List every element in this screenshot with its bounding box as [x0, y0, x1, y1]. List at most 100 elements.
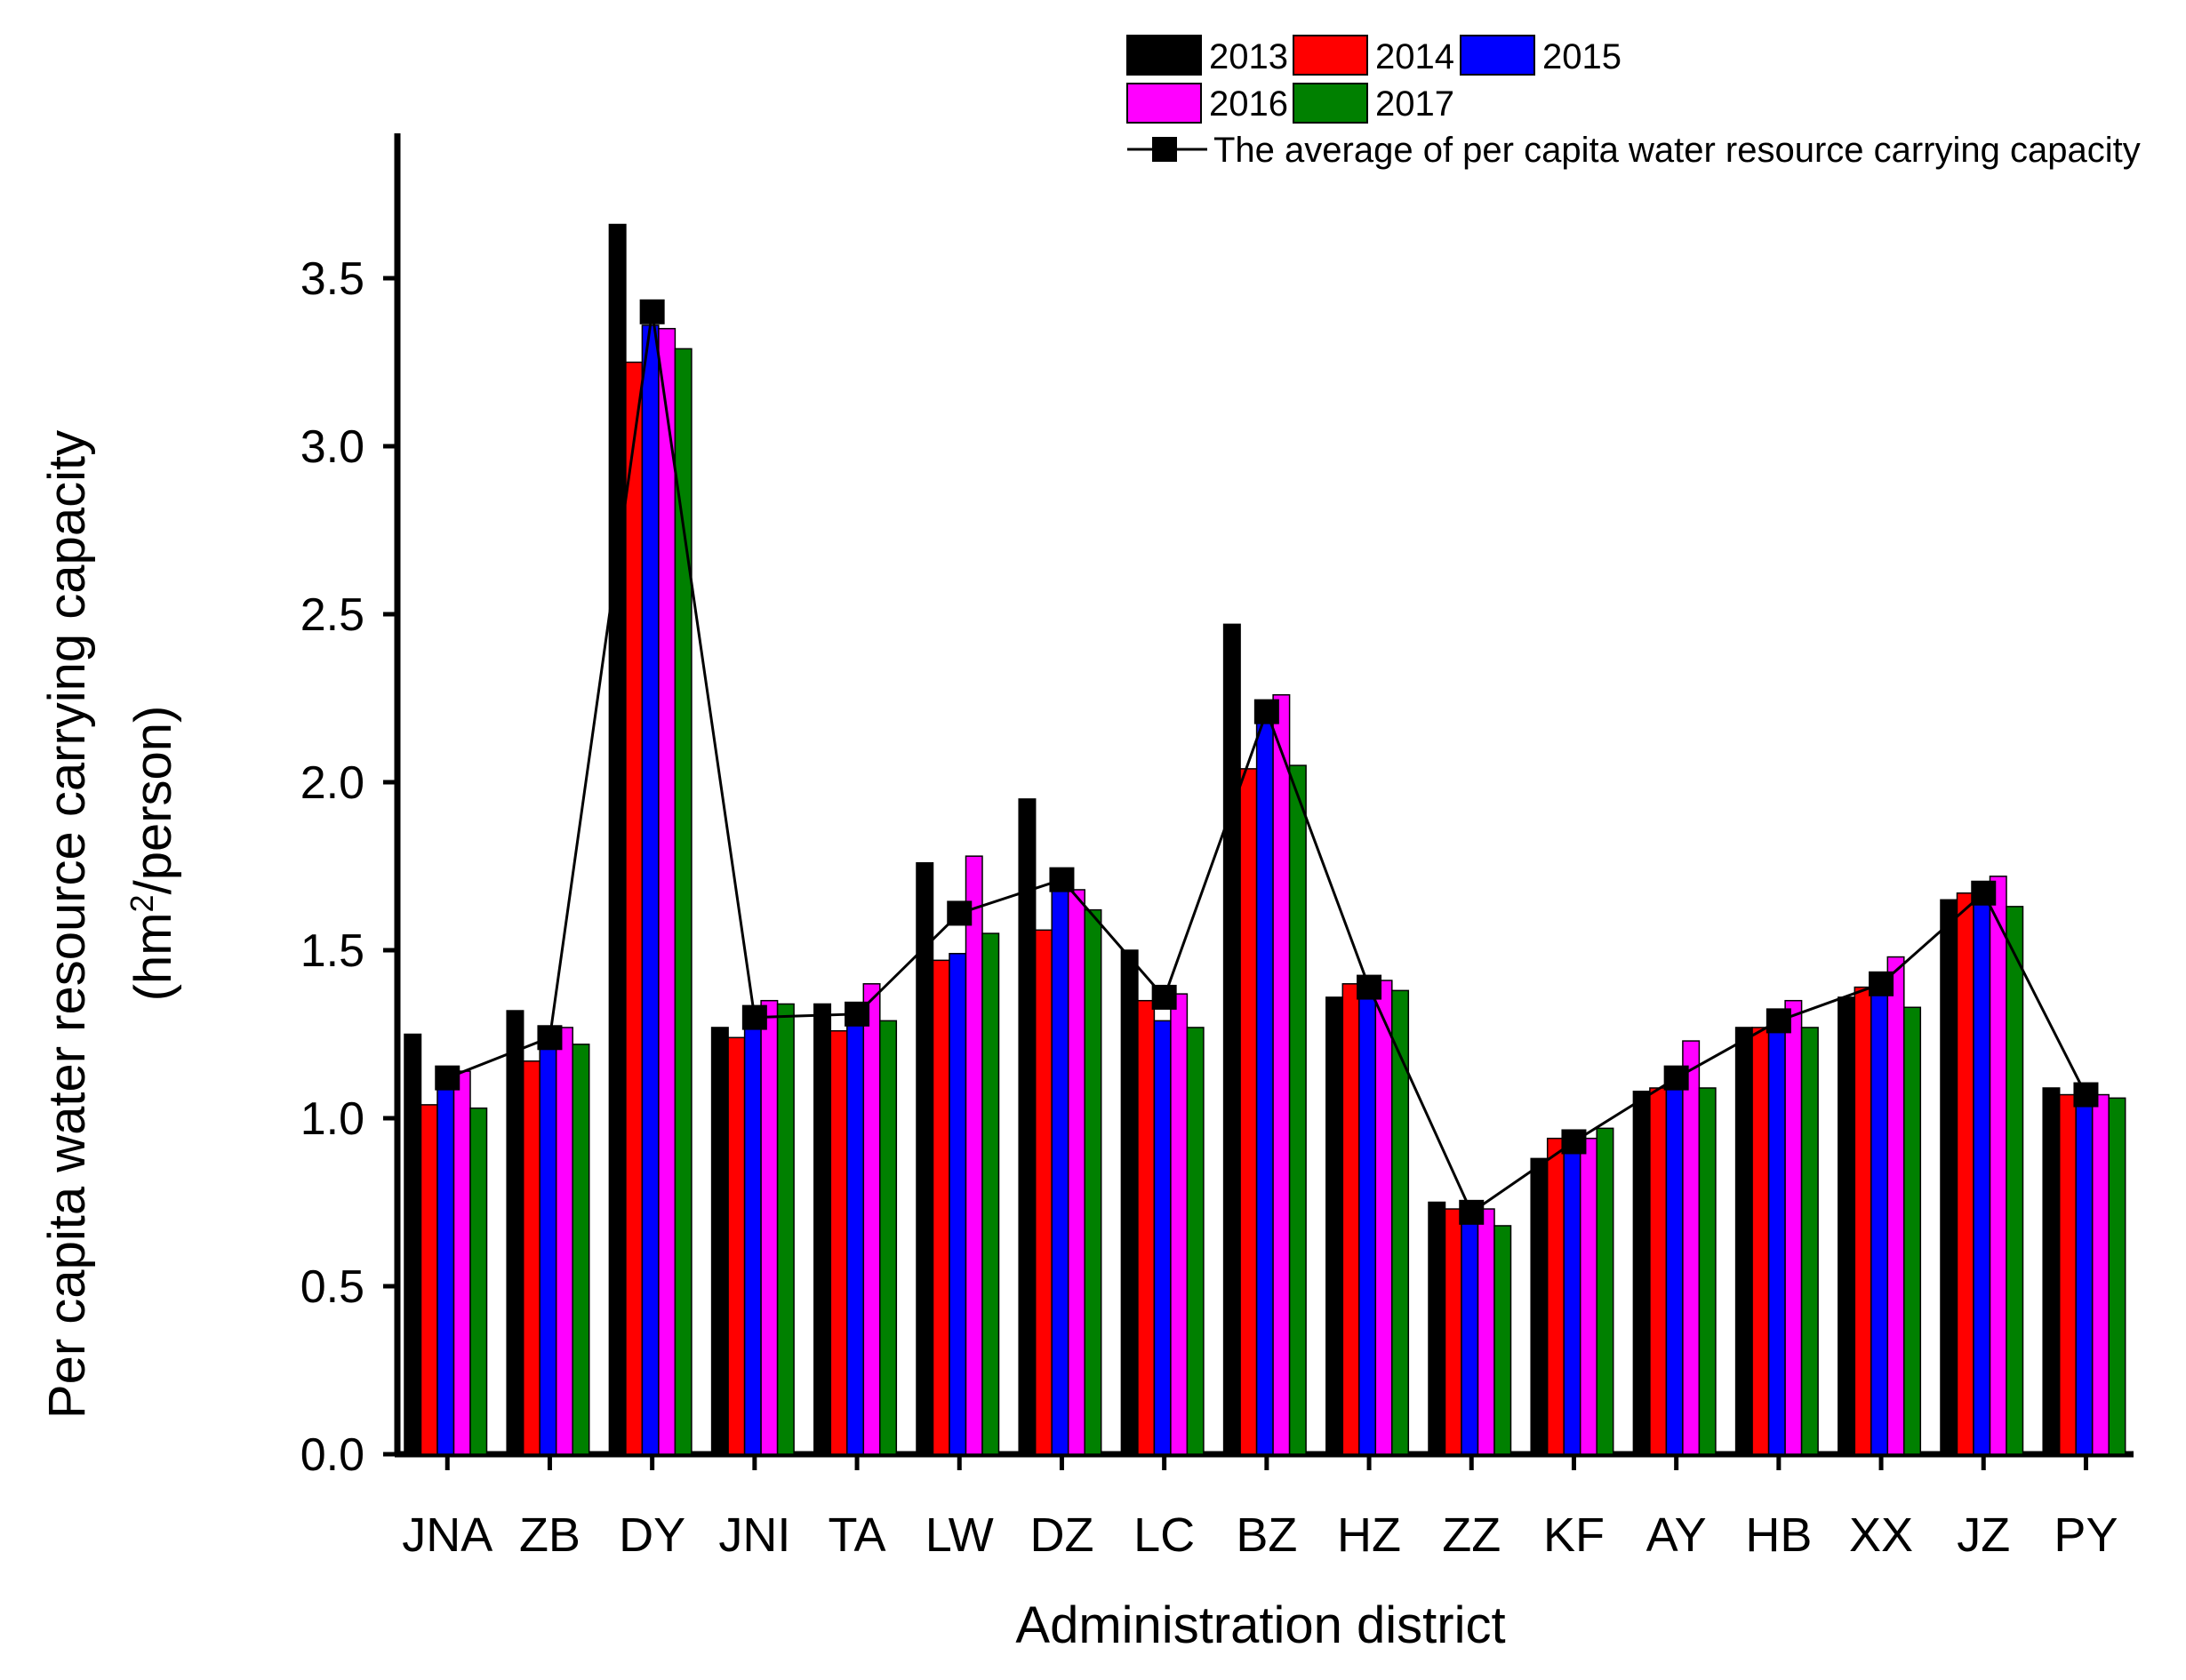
bar-2015-kf [1563, 1140, 1581, 1455]
bar-2016-jna [452, 1070, 471, 1455]
bar-2017-dz [1084, 908, 1102, 1455]
y-tick-label: 2.0 [300, 757, 364, 809]
bar-2016-dy [658, 327, 677, 1455]
category-label: BZ [1236, 1508, 1297, 1562]
y-tick-label: 1.0 [300, 1093, 364, 1145]
category-label: KF [1543, 1508, 1605, 1562]
average-point-ay [1663, 1065, 1689, 1091]
y-tick-label: 3.0 [300, 421, 364, 473]
bar-2016-ay [1682, 1040, 1701, 1455]
bar-2017-hz [1391, 989, 1410, 1455]
bar-2017-jna [469, 1107, 488, 1455]
y-tick-label: 0.5 [300, 1261, 364, 1313]
average-point-lc [1151, 984, 1177, 1010]
average-point-jna [435, 1065, 460, 1091]
category-label: DY [619, 1508, 685, 1562]
category-label: AY [1646, 1508, 1707, 1562]
legend-label-average: The average of per capita water resource… [1213, 131, 2141, 170]
legend-swatch-2013 [1126, 35, 1202, 76]
legend-label-2016: 2016 [1209, 84, 1288, 124]
bar-2016-py [2091, 1093, 2110, 1455]
bar-2016-zz [1477, 1208, 1495, 1455]
average-point-bz [1253, 699, 1279, 724]
legend-swatch-2015 [1460, 35, 1535, 76]
bar-2014-dz [1034, 929, 1053, 1455]
bar-2015-jni [743, 1020, 762, 1455]
bar-2016-jz [1989, 876, 2007, 1455]
x-axis-title: Administration district [1015, 1596, 1505, 1654]
y-tick-label: 3.5 [300, 253, 364, 305]
bar-2015-hb [1767, 1023, 1786, 1455]
legend-marker-sample [1152, 137, 1177, 162]
bar-2016-jni [760, 999, 779, 1455]
bar-2015-xx [1870, 976, 1889, 1455]
bar-2017-kf [1596, 1127, 1614, 1455]
y-tick-label: 2.5 [300, 589, 364, 641]
y-tick-label: 0.0 [300, 1429, 364, 1481]
category-label: DZ [1029, 1508, 1093, 1562]
category-label: LC [1133, 1508, 1195, 1562]
average-point-xx [1869, 971, 1894, 996]
average-point-hb [1766, 1008, 1791, 1034]
bar-2017-dy [674, 348, 693, 1455]
bar-2014-ta [829, 1029, 848, 1455]
bar-2015-bz [1255, 700, 1274, 1455]
bar-2017-xx [1903, 1006, 1922, 1455]
bar-2013-dz [1018, 798, 1037, 1455]
bar-2014-jni [727, 1036, 746, 1455]
y-ticks: 0.0 0.5 1.0 1.5 2.0 2.5 3.0 3.5 [300, 253, 397, 1481]
average-point-ta [845, 1001, 870, 1027]
bar-2013-hz [1325, 996, 1344, 1455]
bar-2016-hz [1374, 980, 1393, 1455]
bar-2014-jz [1956, 892, 1974, 1455]
bar-2015-lc [1153, 1020, 1172, 1455]
bar-2014-zz [1444, 1208, 1462, 1455]
y-axis-title-line2: (hm2/person) [124, 706, 182, 1002]
bar-2014-zb [522, 1060, 540, 1455]
category-label: JNI [718, 1508, 790, 1562]
bar-2013-zb [506, 1010, 524, 1455]
bar-2013-lc [1120, 949, 1139, 1455]
bar-2013-hb [1734, 1027, 1753, 1455]
y-axis-unit-suffix: /person) [124, 706, 182, 895]
category-label: TA [829, 1508, 886, 1562]
bar-2017-bz [1288, 764, 1307, 1455]
legend: 2013 2014 2015 2016 2017 The average of … [1126, 35, 2141, 170]
bar-2017-zz [1493, 1225, 1512, 1455]
bar-2016-kf [1579, 1137, 1597, 1455]
bar-2014-xx [1854, 986, 1872, 1455]
average-point-zz [1459, 1199, 1485, 1225]
bar-2014-lc [1137, 999, 1156, 1455]
bar-2013-ay [1632, 1091, 1651, 1455]
bar-2013-py [2042, 1087, 2061, 1455]
bar-2016-dz [1067, 889, 1085, 1455]
bar-2017-jz [2006, 906, 2024, 1455]
bar-2016-lw [965, 855, 983, 1455]
bar-2016-bz [1272, 693, 1291, 1455]
category-label: PY [2054, 1508, 2118, 1562]
bar-2015-ta [846, 1023, 865, 1455]
bar-2016-lc [1170, 993, 1189, 1455]
bar-2017-hb [1800, 1027, 1819, 1455]
legend-label-2015: 2015 [1542, 37, 1621, 76]
bar-2013-bz [1222, 623, 1241, 1455]
y-axis-unit-prefix: (hm [124, 912, 182, 1001]
average-point-jz [1971, 880, 1997, 906]
bar-2015-ay [1665, 1076, 1684, 1455]
bar-2016-zb [555, 1027, 573, 1455]
category-label: LW [925, 1508, 994, 1562]
bar-2015-hz [1358, 989, 1377, 1455]
legend-swatch-2016 [1126, 83, 1202, 124]
bar-2014-ay [1649, 1087, 1668, 1455]
bar-2013-dy [608, 223, 627, 1455]
legend-swatch-2017 [1293, 83, 1368, 124]
bar-2013-zz [1428, 1201, 1446, 1455]
bar-2017-ay [1698, 1087, 1717, 1455]
bar-2015-zz [1461, 1214, 1479, 1455]
bar-2013-kf [1530, 1157, 1549, 1455]
legend-swatch-2014 [1293, 35, 1368, 76]
y-axis-unit-superscript: 2 [124, 894, 160, 912]
category-label: ZZ [1442, 1508, 1501, 1562]
average-point-dz [1049, 867, 1075, 892]
average-point-jni [741, 1004, 767, 1030]
